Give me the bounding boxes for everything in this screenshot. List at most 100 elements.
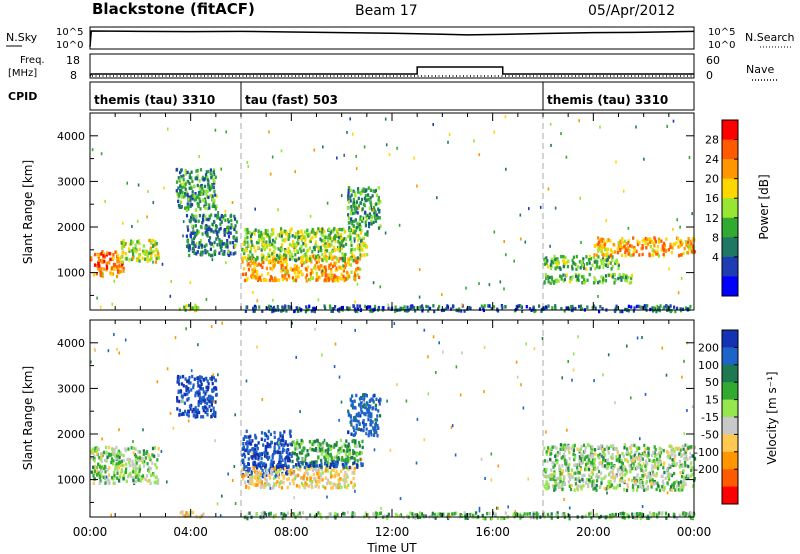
scatter-cell	[347, 200, 351, 204]
scatter-cell	[609, 239, 612, 243]
scatter-cell	[466, 516, 469, 520]
scatter-cell	[227, 218, 230, 222]
scatter-cell	[285, 449, 288, 453]
scatter-cell	[253, 269, 256, 274]
scatter-cell	[644, 453, 647, 457]
scatter-cell	[283, 253, 286, 257]
scatter-cell	[311, 270, 314, 274]
scatter-cell	[384, 117, 387, 121]
scatter-cell	[300, 449, 303, 453]
scatter-cell	[227, 231, 230, 235]
scatter-cell	[214, 175, 217, 179]
scatter-cell	[249, 236, 253, 241]
scatter-cell	[361, 445, 364, 450]
scatter-cell	[284, 275, 287, 280]
scatter-cell	[181, 382, 184, 386]
scatter-cell	[652, 472, 655, 477]
scatter-cell	[249, 250, 252, 254]
scatter-cell	[335, 485, 338, 490]
scatter-cell	[298, 256, 301, 261]
scatter-cell	[267, 512, 270, 516]
scatter-cell	[641, 305, 644, 310]
scatter-cell	[122, 221, 124, 225]
scatter-cell	[163, 186, 165, 190]
scatter-cell	[137, 477, 140, 481]
scatter-cell	[260, 431, 264, 435]
scatter-cell	[320, 473, 323, 478]
scatter-cell	[286, 485, 289, 490]
scatter-cell	[191, 190, 194, 194]
scatter-cell	[377, 195, 380, 200]
scatter-cell	[219, 222, 222, 226]
scatter-cell	[372, 220, 375, 225]
scatter-cell	[588, 460, 591, 464]
scatter-cell	[196, 174, 199, 178]
scatter-cell	[112, 462, 115, 466]
scatter-cell	[349, 250, 353, 254]
scatter-cell	[567, 445, 570, 449]
scatter-cell	[300, 263, 304, 267]
scatter-cell	[630, 280, 633, 285]
scatter-cell	[192, 383, 195, 387]
scatter-cell	[199, 168, 203, 172]
scatter-cell	[187, 381, 190, 385]
scatter-cell	[353, 428, 356, 433]
scatter-cell	[475, 511, 478, 515]
scatter-cell	[293, 243, 296, 247]
scatter-cell	[354, 205, 357, 210]
scatter-cell	[260, 516, 263, 520]
scatter-cell	[299, 464, 302, 469]
scatter-cell	[595, 253, 599, 257]
scatter-cell	[103, 259, 106, 264]
scatter-cell	[569, 305, 572, 309]
scatter-cell	[135, 454, 138, 458]
scatter-cell	[347, 234, 350, 239]
scatter-cell	[135, 250, 138, 254]
scatter-cell	[133, 446, 136, 451]
scatter-cell	[670, 473, 673, 478]
scatter-cell	[666, 306, 669, 311]
scatter-cell	[281, 274, 284, 278]
scatter-cell	[313, 467, 316, 471]
scatter-cell	[305, 232, 308, 236]
scatter-cell	[343, 458, 346, 462]
scatter-cell	[202, 415, 205, 419]
scatter-cell	[182, 195, 185, 199]
scatter-cell	[311, 468, 314, 472]
scatter-cell	[603, 242, 606, 246]
scatter-cell	[291, 276, 294, 280]
scatter-cell	[342, 227, 345, 231]
scatter-cell	[278, 450, 281, 455]
scatter-cell	[562, 455, 565, 459]
scatter-cell	[294, 267, 297, 271]
scatter-cell	[347, 197, 350, 202]
scatter-cell	[209, 184, 212, 188]
scatter-cell	[210, 242, 213, 247]
scatter-cell	[624, 247, 627, 251]
scatter-cell	[350, 270, 353, 274]
scatter-cell	[302, 459, 305, 463]
scatter-cell	[178, 205, 181, 209]
scatter-cell	[560, 277, 563, 281]
scatter-cell	[130, 239, 133, 243]
scatter-cell	[367, 409, 370, 413]
scatter-cell	[567, 259, 570, 263]
scatter-cell	[353, 219, 356, 223]
scatter-cell	[556, 257, 559, 261]
scatter-cell	[588, 467, 591, 472]
scatter-cell	[287, 250, 290, 254]
scatter-cell	[117, 465, 120, 470]
scatter-cell	[341, 240, 344, 244]
scatter-cell	[108, 466, 111, 470]
scatter-cell	[398, 223, 401, 227]
scatter-cell	[603, 486, 606, 491]
scatter-cell	[294, 170, 296, 174]
scatter-cell	[300, 442, 303, 446]
scatter-cell	[94, 466, 97, 470]
scatter-cell	[350, 403, 353, 408]
scatter-cell	[378, 210, 381, 214]
scatter-cell	[265, 469, 269, 473]
scatter-cell	[102, 256, 105, 260]
scatter-cell	[350, 217, 353, 221]
scatter-cell	[555, 513, 558, 517]
